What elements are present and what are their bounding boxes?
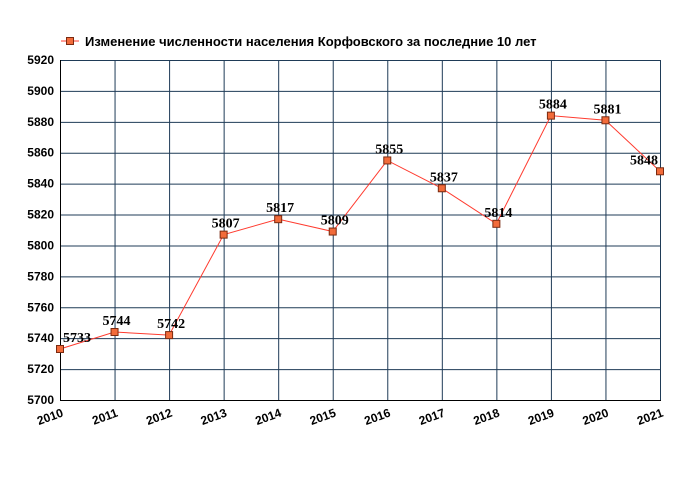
data-point [219,230,228,239]
data-point [56,345,64,353]
data-label: 5814 [484,206,512,221]
x-tick-label: 2012 [144,406,174,428]
data-label: 5733 [63,331,91,346]
x-tick-label: 2016 [362,406,392,428]
data-label: 5744 [103,314,131,329]
y-tick-label: 5800 [27,238,54,252]
data-point [656,167,664,176]
data-label: 5884 [539,98,567,113]
x-tick-label: 2019 [526,406,556,428]
y-tick-labels: 5700 5720 5740 5760 5780 5800 5820 5840 5860 5880… [27,53,54,407]
y-tick-label: 5760 [27,300,54,314]
data-label: 5837 [430,170,458,185]
data-labels-group: 5733 5744 5742 5807 5817 5809 5855 5837 5814 5884… [63,98,658,346]
data-point [383,156,392,165]
x-tick-label: 2018 [472,406,502,428]
axes [60,60,661,401]
data-label: 5807 [212,217,240,232]
data-label: 5809 [321,214,349,229]
y-tick-label: 5720 [27,362,54,376]
x-tick-label: 2011 [90,406,120,428]
y-tick-label: 5840 [27,177,54,191]
data-point [601,116,610,125]
x-tick-label: 2015 [308,406,338,428]
legend: Изменение численности населения Корфовск… [61,34,537,49]
data-point [492,219,501,228]
data-label: 5855 [375,142,403,157]
y-tick-label: 5700 [27,393,54,407]
data-label: 5817 [266,201,294,216]
x-tick-label: 2013 [199,406,229,428]
data-label: 5848 [630,153,658,168]
legend-marker [66,37,74,45]
data-point [165,331,174,340]
x-tick-label: 2017 [417,406,447,428]
series-group [56,111,664,353]
series-line [59,115,661,350]
y-tick-label: 5780 [27,269,54,283]
y-tick-label: 5900 [27,84,54,98]
y-tick-label: 5880 [27,115,54,129]
data-point [110,328,119,336]
y-tick-label: 5740 [27,331,54,345]
x-tick-label: 2020 [581,406,611,428]
data-point [274,215,283,224]
y-tick-label: 5820 [27,208,54,222]
x-tick-label: 2021 [635,406,665,428]
y-tick-label: 5860 [27,146,54,160]
data-point [437,184,446,193]
legend-label: Изменение численности населения Корфовск… [85,34,537,49]
data-label: 5742 [157,317,185,332]
data-point [546,111,555,120]
x-tick-labels: 2010 2011 2012 2013 2014 2015 2016 2017 2018 2019… [35,406,665,428]
x-tick-label: 2010 [35,406,65,428]
x-tick-label: 2014 [253,406,283,428]
data-label: 5881 [593,102,621,117]
data-point [328,227,337,236]
y-tick-label: 5920 [27,53,54,67]
grid [60,60,661,401]
